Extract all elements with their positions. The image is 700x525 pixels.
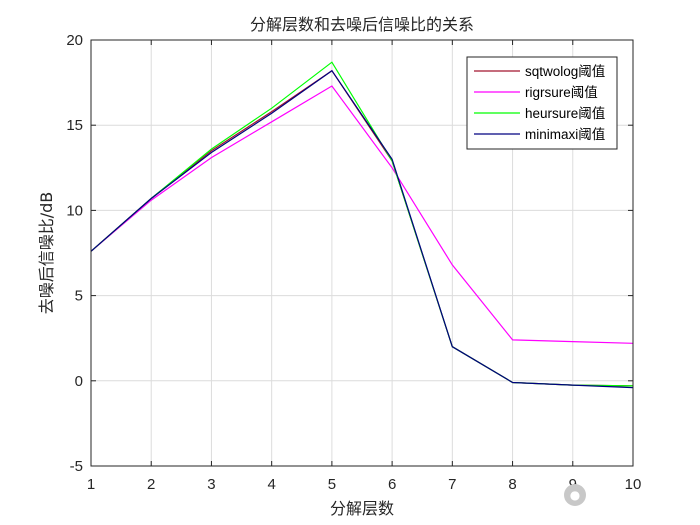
y-tick-label: 20 [66, 32, 83, 49]
y-tick-label: -5 [70, 458, 83, 475]
series-line-3 [90, 69, 634, 389]
legend: sqtwolog阈值 rigrsure阈值 heursure阈值 minimaxi阈值 [466, 56, 618, 150]
watermark: ● 天天Matlab [564, 484, 660, 506]
y-tick-label: 15 [66, 117, 83, 134]
x-tick-label: 8 [508, 476, 516, 493]
series-lines [90, 61, 634, 389]
y-tick-label: 5 [75, 288, 83, 305]
wechat-icon: ● [564, 484, 586, 506]
legend-entry: heursure阈值 [525, 106, 605, 121]
plot-area-border [90, 39, 634, 467]
legend-entry: sqtwolog阈值 [525, 64, 605, 79]
x-tick-label: 3 [207, 476, 215, 493]
x-axis-label: 分解层数 [330, 499, 394, 518]
series-line-1 [90, 85, 634, 344]
x-tick-label: 4 [267, 476, 275, 493]
watermark-text: 天天Matlab [590, 489, 661, 505]
legend-entry: rigrsure阈值 [525, 85, 598, 100]
x-tick-label: 7 [448, 476, 456, 493]
y-tick-label: 0 [75, 373, 83, 390]
x-tick-label: 2 [147, 476, 155, 493]
x-tick-label: 1 [87, 476, 95, 493]
chart-title: 分解层数和去噪后信噪比的关系 [250, 15, 474, 34]
y-axis-label: 去噪后信噪比/dB [37, 192, 56, 315]
x-tick-label: 6 [388, 476, 396, 493]
y-tick-label: 10 [66, 202, 83, 219]
x-tick-label: 10 [625, 476, 642, 493]
x-tick-label: 5 [328, 476, 336, 493]
legend-entry: minimaxi阈值 [525, 127, 605, 142]
